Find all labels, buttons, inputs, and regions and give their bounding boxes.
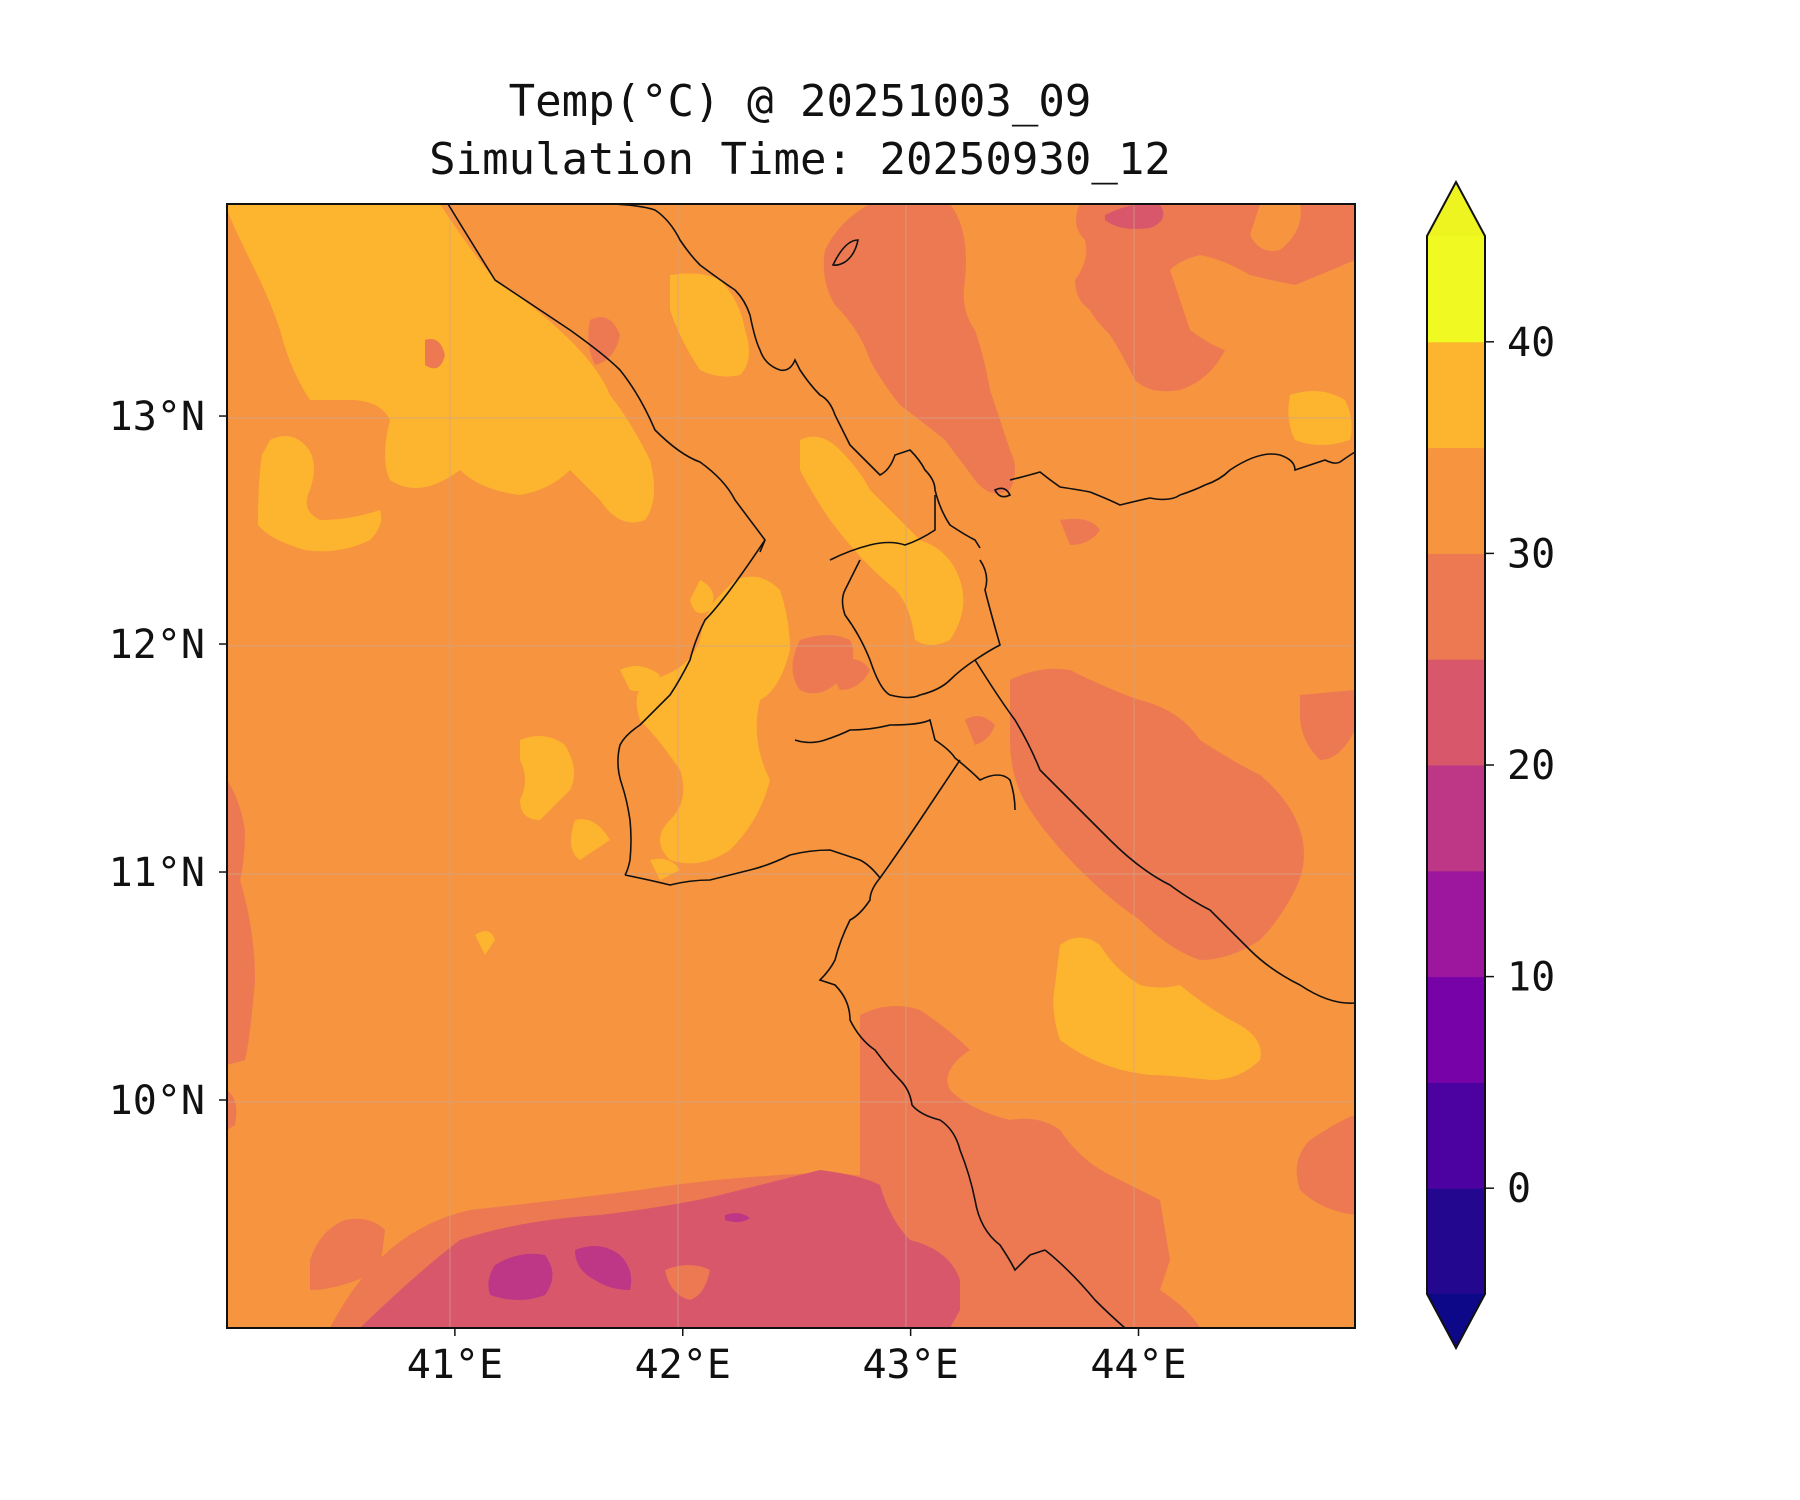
colorbar-outline xyxy=(1426,179,1486,1351)
lon-tick-label: 44°E xyxy=(1090,1342,1186,1388)
djibouti-border xyxy=(617,539,766,876)
map-title: Temp(°C) @ 20251003_09 xyxy=(508,76,1092,127)
colorbar-tick-label: 20 xyxy=(1507,743,1555,789)
lat-tick-label: 10°N xyxy=(109,1078,205,1124)
red-sea-west-coast xyxy=(609,204,981,549)
colorbar-segment xyxy=(1427,976,1485,1083)
colorbar-extend-over xyxy=(1427,182,1485,236)
yemen-coast xyxy=(1009,451,1355,506)
colorbar-segment xyxy=(1427,236,1485,343)
colorbar-extend-under xyxy=(1427,1294,1485,1348)
djibouti-coast xyxy=(829,495,936,561)
colorbar-tick-label: 40 xyxy=(1507,320,1555,366)
somaliland-border xyxy=(1044,1249,1126,1328)
coastlines-borders xyxy=(447,204,1355,1328)
colorbar-segment xyxy=(1427,447,1485,554)
lat-tick-label: 12°N xyxy=(109,622,205,668)
temp-band-15-20 xyxy=(488,1213,750,1300)
lon-tick-label: 43°E xyxy=(862,1342,958,1388)
map-subtitle: Simulation Time: 20250930_12 xyxy=(429,134,1171,185)
somalia-coast xyxy=(974,659,1355,1004)
lon-tick-labels: 41°E 42°E 43°E 44°E xyxy=(407,1328,1187,1388)
colorbar-segment xyxy=(1427,659,1485,766)
colorbar-segment xyxy=(1427,765,1485,872)
island-small xyxy=(993,487,1012,498)
colorbar-segment xyxy=(1427,870,1485,978)
lon-tick-label: 42°E xyxy=(635,1342,731,1388)
lat-tick-label: 11°N xyxy=(109,850,205,896)
temp-band-35-40 xyxy=(227,204,1352,1080)
gridlines xyxy=(227,204,1355,1328)
ethiopia-djibouti-border xyxy=(624,849,1046,1272)
colorbar-segment xyxy=(1427,553,1485,660)
colorbar-tick-label: 0 xyxy=(1507,1166,1531,1212)
eritrea-coastline xyxy=(447,204,766,553)
colorbar-segment xyxy=(1427,341,1485,449)
colorbar-segment xyxy=(1427,1082,1485,1189)
lon-tick-label: 41°E xyxy=(407,1342,503,1388)
somalia-djibouti-border xyxy=(879,759,961,879)
island-perim xyxy=(831,239,859,266)
temperature-field xyxy=(227,204,1355,1328)
colorbar: 0 10 20 30 40 xyxy=(1426,179,1555,1351)
lat-tick-labels: 13°N 12°N 11°N 10°N xyxy=(109,394,227,1124)
plot-frame xyxy=(226,203,1356,1329)
gulf-of-tadjoura xyxy=(841,559,1001,699)
colorbar-tick-label: 10 xyxy=(1507,955,1555,1001)
colorbar-tick-label: 30 xyxy=(1507,531,1555,577)
lat-tick-label: 13°N xyxy=(109,394,205,440)
gulf-inner-coast xyxy=(794,718,1016,811)
colorbar-segment xyxy=(1427,1188,1485,1295)
